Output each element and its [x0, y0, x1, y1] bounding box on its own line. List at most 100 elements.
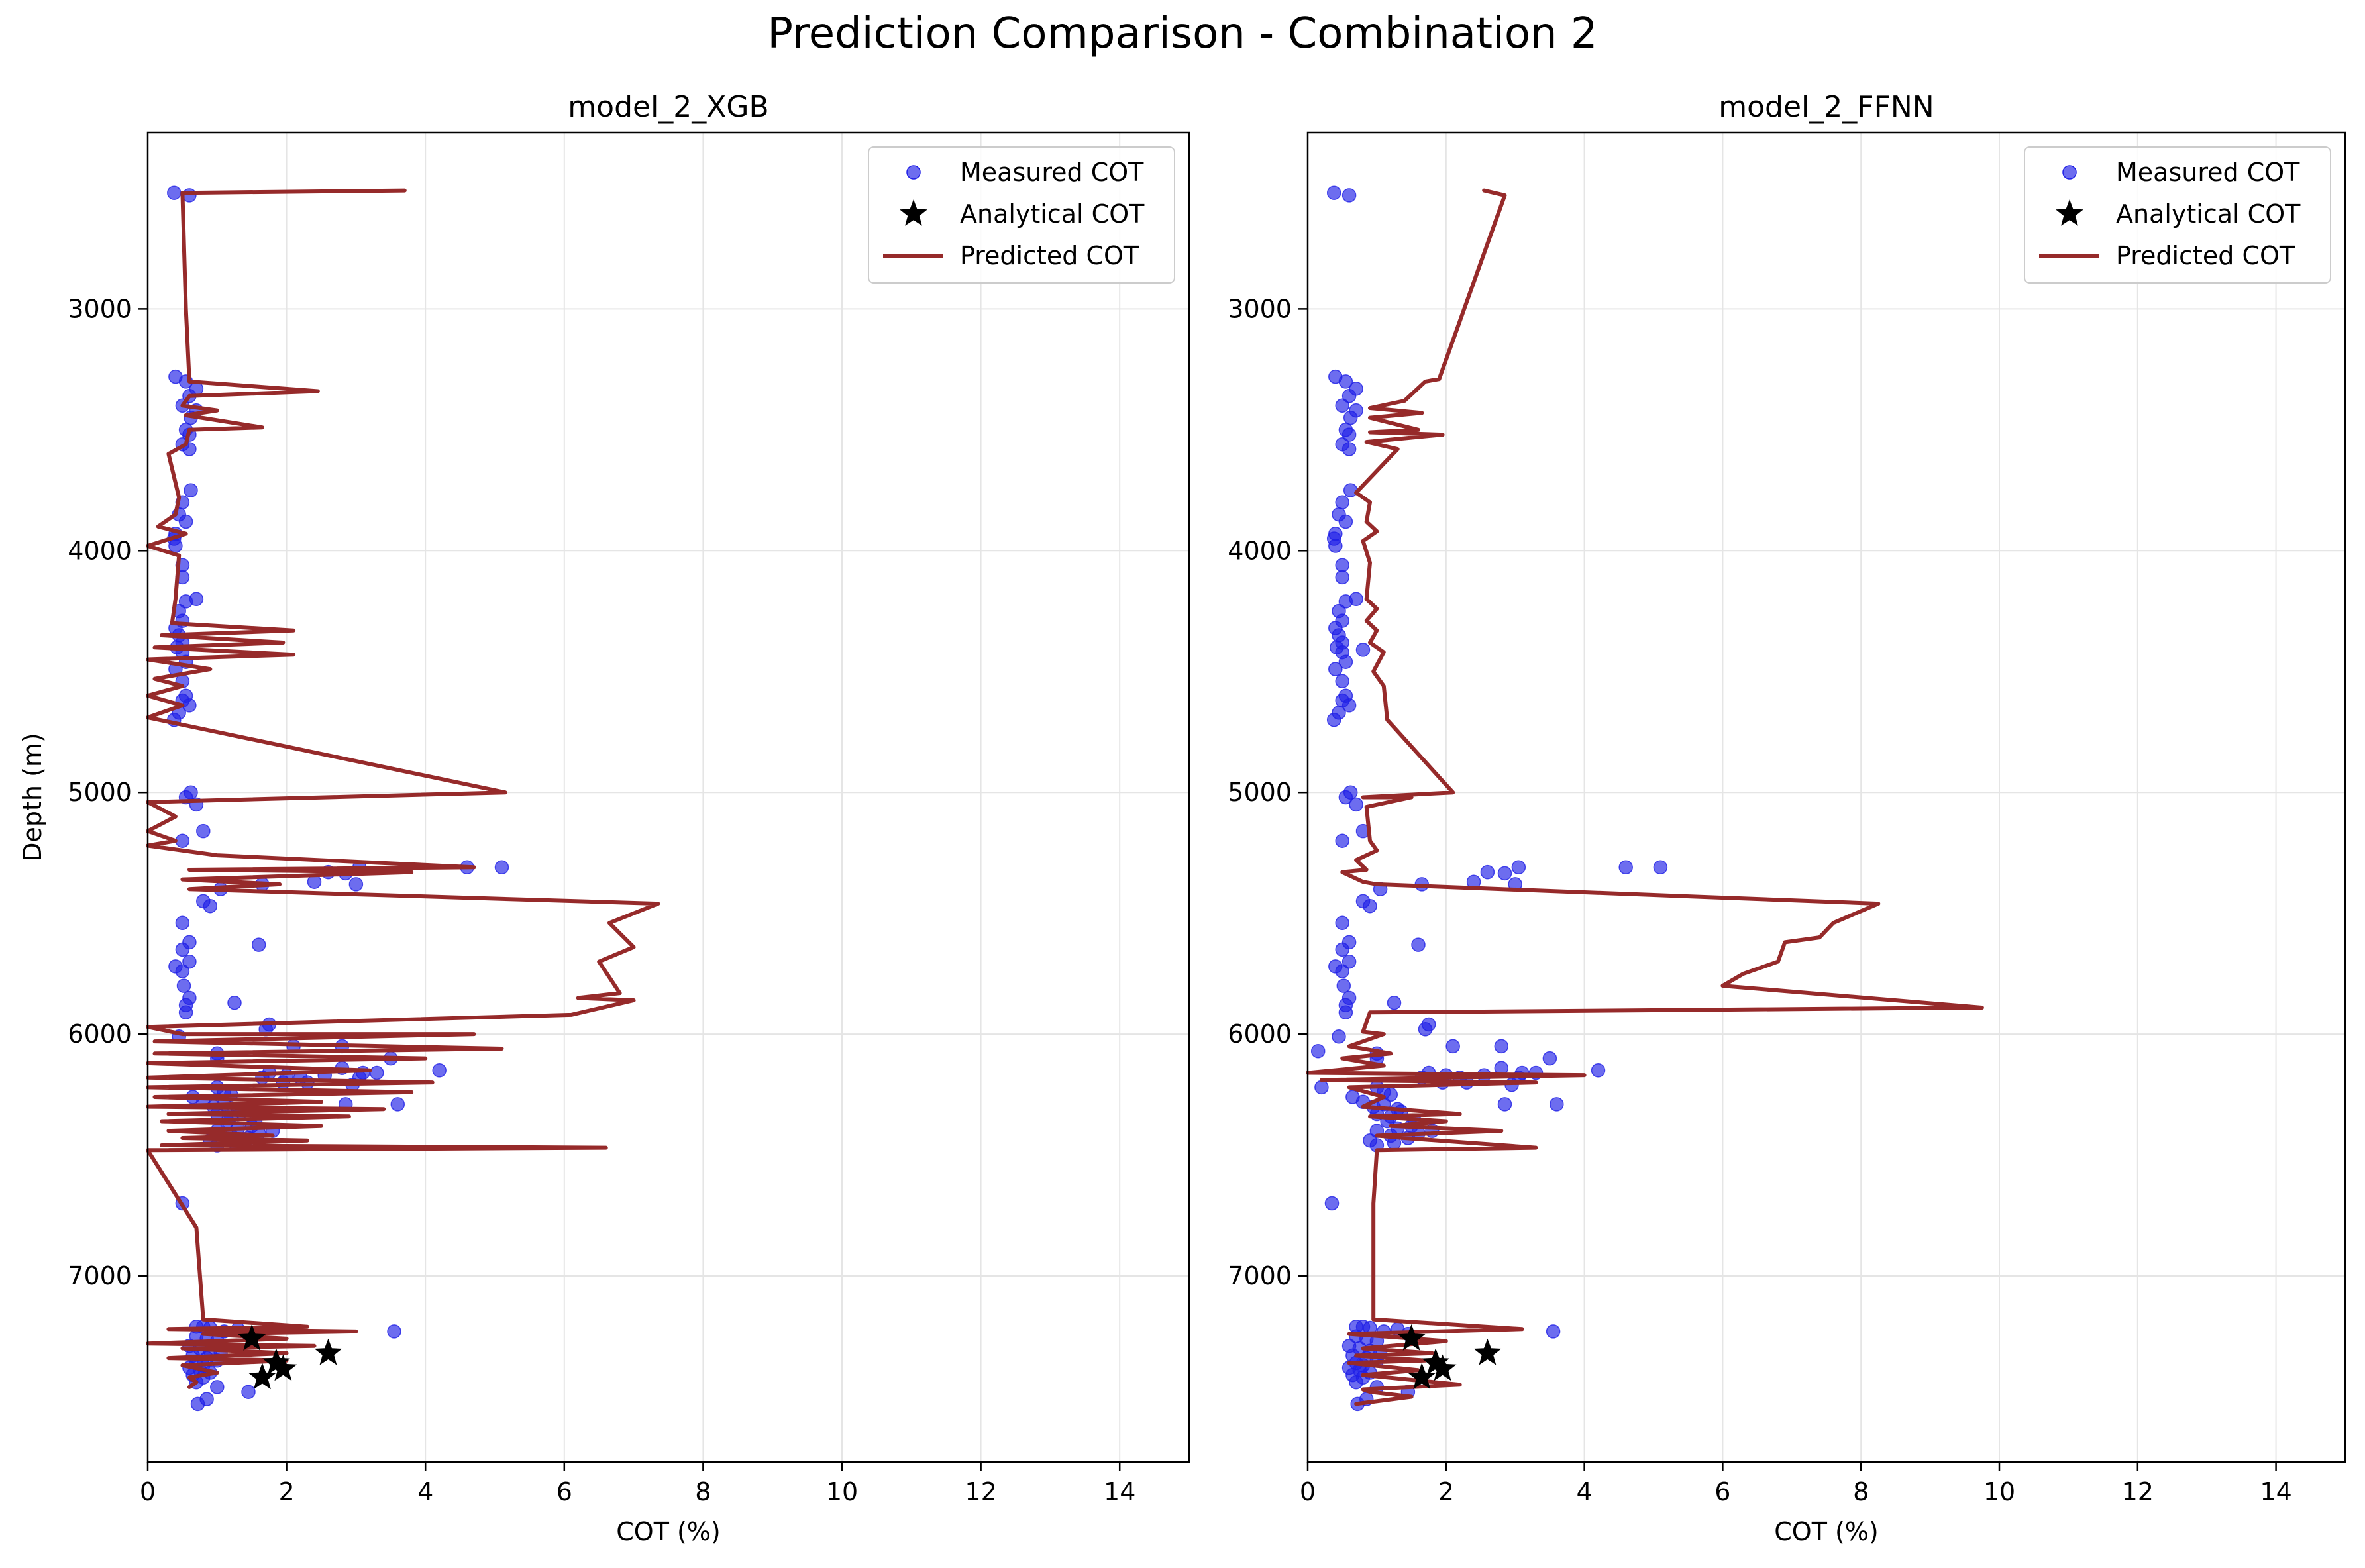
measured-cot-point — [1497, 1097, 1512, 1112]
measured-cot-point — [1618, 860, 1633, 875]
measured-cot-point — [390, 1097, 405, 1112]
measured-cot-point — [387, 1324, 401, 1339]
x-tick-label: 0 — [140, 1477, 156, 1506]
x-tick-label: 0 — [1300, 1477, 1316, 1506]
measured-cot-point — [1336, 978, 1351, 993]
measured-cot-point — [1328, 662, 1343, 676]
measured-cot-point — [1341, 188, 1357, 203]
measured-cot-point — [494, 860, 509, 875]
analytical-cot-point — [1428, 1354, 1457, 1381]
measured-cot-point — [1591, 1063, 1606, 1078]
subplot-model-2-ffnn: 0 2 4 6 8 10 12 14 3000 4000 5000 6000 7000 COT (%) mo… — [1228, 90, 2346, 1546]
measured-cot-point — [1349, 592, 1363, 607]
legend-label: Predicted COT — [960, 241, 1139, 270]
measured-cot-point — [1335, 915, 1349, 931]
measured-cot-point — [1310, 1043, 1326, 1059]
measured-cot-point — [370, 1065, 384, 1080]
measured-cot-point — [1494, 1039, 1509, 1054]
measured-cot-point — [1550, 1097, 1564, 1112]
x-tick-label: 6 — [556, 1477, 572, 1506]
measured-cot-point — [178, 1005, 193, 1020]
measured-cot-point — [1326, 712, 1341, 727]
x-tick-label: 4 — [1577, 1477, 1593, 1506]
x-tick-label: 8 — [1853, 1477, 1869, 1506]
measured-cot-point — [203, 898, 218, 914]
legend-analytical-marker — [2056, 199, 2083, 226]
legend: Measured COT Analytical COT Predicted COT — [2024, 146, 2331, 284]
y-tick-label: 7000 — [68, 1261, 132, 1290]
analytical-cot-point — [1408, 1363, 1436, 1390]
measured-cot-point — [167, 185, 182, 200]
measured-cot-point — [1335, 570, 1349, 585]
measured-cot-point — [1343, 483, 1358, 497]
legend-box — [868, 146, 1175, 284]
measured-cot-point — [1341, 389, 1357, 403]
measured-cot-point — [1335, 398, 1349, 413]
analytical-cot-point — [1397, 1324, 1426, 1351]
measured-cot-point — [196, 823, 211, 839]
measured-cot-point — [1335, 964, 1349, 978]
y-tick-label: 4000 — [68, 536, 132, 565]
measured-cot-point — [1341, 442, 1357, 456]
y-tick-label: 3000 — [1228, 294, 1292, 323]
x-tick-label: 6 — [1714, 1477, 1730, 1506]
y-tick-label: 7000 — [1228, 1261, 1292, 1290]
measured-cot-point — [1328, 539, 1343, 553]
analytical-cot-point — [248, 1363, 276, 1390]
measured-cot-point — [1324, 1196, 1340, 1211]
legend-measured-marker — [906, 165, 921, 180]
measured-cot-point — [251, 937, 266, 952]
plot-area — [1308, 132, 2345, 1462]
legend-analytical-marker — [900, 199, 927, 226]
measured-cot-point — [1349, 1375, 1363, 1390]
measured-cot-point — [1335, 942, 1349, 957]
measured-cot-point — [1338, 374, 1353, 389]
legend-label: Analytical COT — [960, 199, 1145, 229]
subplot-title: model_2_FFNN — [1718, 90, 1934, 124]
x-tick-label: 10 — [826, 1477, 858, 1506]
legend-label: Measured COT — [960, 158, 1144, 187]
predicted-cot-line — [146, 188, 660, 1389]
analytical-cot-point — [1422, 1348, 1450, 1375]
measured-cot-point — [1335, 674, 1349, 689]
axes-frame — [146, 131, 1190, 1463]
x-tick-label: 2 — [279, 1477, 295, 1506]
measured-cot-point — [175, 833, 190, 848]
analytical-cot-point — [1473, 1338, 1502, 1365]
measured-cot-point — [1349, 797, 1363, 812]
x-tick-label: 12 — [965, 1477, 996, 1506]
measured-cot-point — [175, 964, 190, 978]
legend-label: Analytical COT — [2116, 199, 2301, 229]
measured-cot-point — [1542, 1051, 1557, 1066]
measured-cot-point — [1314, 1080, 1329, 1095]
measured-cot-point — [1546, 1324, 1561, 1339]
x-axis-label: COT (%) — [1774, 1517, 1879, 1546]
x-tick-label: 14 — [2260, 1477, 2291, 1506]
y-tick-label: 4000 — [1228, 536, 1292, 565]
measured-cot-point — [1480, 864, 1495, 880]
measured-cot-point — [227, 995, 242, 1010]
measured-cot-point — [1338, 790, 1353, 805]
series-analytical-cot — [238, 1324, 342, 1390]
measured-cot-point — [1338, 1005, 1353, 1020]
x-axis-label: COT (%) — [616, 1517, 721, 1546]
measured-cot-point — [276, 1075, 291, 1090]
measured-cot-point — [190, 1396, 205, 1412]
measured-cot-point — [432, 1063, 447, 1078]
series-analytical-cot — [1397, 1324, 1502, 1390]
y-tick-label: 5000 — [68, 778, 132, 807]
measured-cot-point — [1411, 937, 1426, 952]
measured-cot-point — [1497, 866, 1512, 881]
legend-measured-marker — [2062, 165, 2077, 180]
axes-frame — [1306, 131, 2346, 1463]
measured-cot-point — [1332, 1029, 1346, 1044]
measured-cot-point — [168, 539, 183, 553]
measured-cot-point — [182, 954, 197, 969]
measured-cot-point — [1341, 698, 1357, 713]
measured-cot-point — [1355, 643, 1371, 657]
measured-cot-point — [1653, 860, 1668, 875]
measured-cot-point — [210, 1380, 225, 1394]
measured-cot-point — [1341, 427, 1357, 442]
y-tick-label: 6000 — [68, 1019, 132, 1049]
